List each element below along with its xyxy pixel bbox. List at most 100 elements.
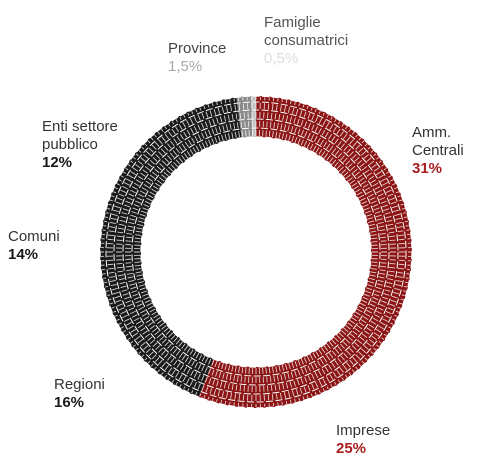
texture-tick: [329, 341, 355, 373]
texture-tick: [175, 351, 197, 385]
texture-tick: [175, 119, 197, 153]
texture-tick: [109, 290, 147, 305]
texture-tick: [132, 322, 165, 348]
texture-tick: [233, 98, 240, 138]
texture-tick: [265, 367, 270, 407]
texture-tick: [367, 284, 405, 297]
texture-tick: [111, 195, 149, 211]
slice-value-amm-centrali: 31%: [412, 160, 443, 177]
texture-tick: [278, 365, 288, 405]
texture-tick: [224, 99, 234, 139]
texture-tick: [237, 97, 244, 137]
texture-tick: [101, 264, 141, 271]
slice-label-amm: Amm.: [412, 124, 452, 141]
texture-tick: [127, 317, 161, 340]
texture-tick: [183, 354, 203, 390]
texture-tick: [135, 153, 167, 179]
texture-tick: [371, 233, 411, 240]
slice-value-comuni: 14%: [8, 246, 39, 263]
texture-tick: [306, 112, 325, 149]
texture-tick: [321, 347, 344, 381]
texture-tick: [207, 104, 221, 142]
texture-tick: [358, 305, 394, 325]
texture-tick: [362, 296, 399, 313]
texture-tick: [101, 242, 141, 246]
texture-tick: [300, 358, 317, 395]
texture-tick: [265, 97, 270, 137]
texture-tick: [369, 274, 409, 284]
texture-tick: [343, 150, 374, 177]
slice-value-regioni: 16%: [54, 394, 85, 411]
texture-tick: [109, 199, 147, 214]
slice-label-centrali: Centrali: [412, 142, 464, 159]
texture-tick: [123, 311, 157, 333]
texture-ring-0: [140, 136, 372, 368]
texture-tick: [309, 114, 329, 150]
texture-tick: [351, 164, 385, 187]
texture-tick: [130, 319, 163, 344]
texture-tick: [216, 101, 227, 140]
slice-value-imprese: 25%: [336, 440, 367, 457]
texture-tick: [116, 183, 153, 202]
texture-tick: [366, 203, 404, 217]
texture-tick: [103, 220, 143, 230]
texture-ring-1: [131, 127, 381, 377]
slice-0: [256, 96, 413, 310]
texture-tick: [123, 171, 157, 193]
texture-ring-2: [122, 118, 390, 386]
texture-tick: [294, 105, 309, 143]
texture-tick: [326, 128, 352, 161]
texture-tick: [220, 364, 231, 404]
texture-tick: [303, 357, 321, 394]
texture-tick: [285, 364, 296, 403]
texture-tick: [127, 164, 161, 187]
texture-tick: [369, 220, 409, 230]
texture-tick: [108, 287, 146, 301]
texture-tick: [351, 317, 385, 340]
texture-tick: [361, 299, 398, 317]
texture-tick: [355, 311, 389, 333]
texture-tick: [104, 216, 144, 227]
texture-tick: [138, 150, 169, 177]
texture-tick: [242, 97, 247, 137]
texture-tick: [323, 126, 348, 159]
texture-tick: [160, 343, 186, 376]
texture-tick: [363, 293, 401, 309]
texture-tick: [107, 284, 145, 297]
texture-tick: [102, 268, 142, 275]
label-enti-settore-pubblico: Enti settore pubblico 12%: [42, 118, 118, 172]
texture-tick: [306, 355, 325, 392]
texture-tick: [195, 109, 212, 146]
texture-tick: [130, 160, 163, 185]
slice-1: [198, 294, 402, 408]
texture-tick: [113, 191, 150, 208]
texture-tick: [275, 99, 283, 138]
texture-tick: [371, 242, 411, 246]
texture-ring-4: [105, 101, 407, 403]
texture-tick: [105, 212, 144, 223]
slice-label-imprese: Imprese: [336, 422, 391, 439]
texture-tick: [171, 121, 194, 155]
texture-tick: [220, 100, 231, 140]
texture-tick: [338, 332, 368, 361]
texture-tick: [359, 302, 396, 321]
texture-tick: [288, 363, 301, 401]
texture-tick: [195, 358, 212, 395]
texture-tick: [338, 143, 368, 172]
texture-tick: [168, 123, 191, 157]
texture-tick: [211, 363, 224, 401]
texture-tick: [288, 103, 301, 141]
texture-tick: [297, 107, 313, 145]
texture-tick: [183, 114, 203, 150]
texture-tick: [251, 367, 254, 407]
texture-tick: [318, 349, 341, 383]
texture-tick: [114, 187, 151, 205]
slice-value-enti: 12%: [42, 154, 73, 171]
slice-label-consumatrici: consumatrici: [264, 32, 349, 49]
texture-tick: [345, 153, 377, 179]
texture-tick: [371, 254, 411, 257]
texture-tick: [334, 337, 362, 367]
texture-tick: [114, 299, 151, 317]
texture-tick: [101, 254, 141, 257]
texture-tick: [258, 367, 261, 407]
